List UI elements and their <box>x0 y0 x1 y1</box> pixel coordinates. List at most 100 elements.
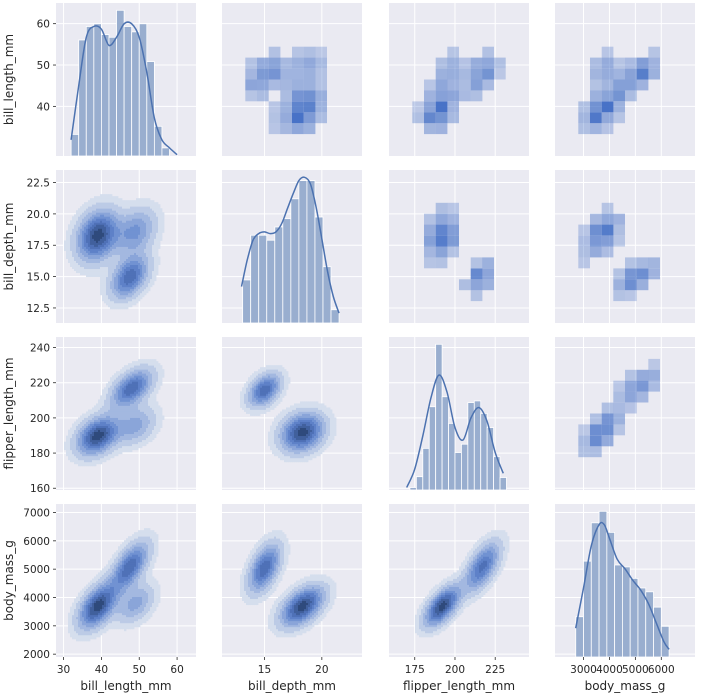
kde-density-cell <box>266 379 269 382</box>
kde-density-cell <box>126 234 129 237</box>
kde-density-cell <box>256 403 259 406</box>
kde-density-cell <box>88 443 91 447</box>
kde-density-cell <box>104 256 107 259</box>
kde-density-cell <box>126 250 129 253</box>
kde-density-cell <box>76 427 79 430</box>
kde-density-cell <box>136 379 139 382</box>
kde-density-cell <box>286 425 289 428</box>
kde-density-cell <box>74 455 77 459</box>
kde-density-cell <box>132 266 135 270</box>
kde-density-cell <box>86 244 89 247</box>
kde-density-cell <box>110 242 113 245</box>
kde-density-cell <box>134 224 137 227</box>
kde-density-cell <box>112 399 115 402</box>
kde-density-cell <box>148 387 151 390</box>
kde-density-cell <box>80 206 83 209</box>
kde-density-cell <box>136 399 139 402</box>
kde-density-cell <box>128 423 131 426</box>
kde-density-cell <box>104 387 107 390</box>
kde-density-cell <box>290 459 293 463</box>
kde-density-cell <box>296 425 299 428</box>
hist2d-cell <box>470 268 483 280</box>
kde-density-cell <box>110 230 113 233</box>
kde-density-cell <box>110 431 113 435</box>
y-tick-label: 15.0 <box>27 272 50 284</box>
kde-density-cell <box>78 431 81 435</box>
kde-density-cell <box>272 439 275 443</box>
kde-density-cell <box>146 200 149 203</box>
kde-density-cell <box>292 453 295 457</box>
kde-density-cell <box>76 258 79 261</box>
kde-density-cell <box>112 208 115 211</box>
hist2d-cell <box>482 68 494 80</box>
kde-density-cell <box>98 443 101 447</box>
kde-density-cell <box>278 395 281 398</box>
kde-density-cell <box>104 254 107 257</box>
kde-density-cell <box>106 302 109 306</box>
kde-density-cell <box>68 240 71 243</box>
kde-density-cell <box>102 214 105 217</box>
kde-density-cell <box>88 423 91 426</box>
kde-density-cell <box>154 419 157 422</box>
kde-density-cell <box>98 200 101 203</box>
kde-density-cell <box>158 429 161 433</box>
kde-density-cell <box>132 425 135 428</box>
kde-density-cell <box>138 248 141 251</box>
kde-density-cell <box>114 294 117 298</box>
kde-density-cell <box>130 272 133 276</box>
kde-density-cell <box>138 246 141 249</box>
kde-density-cell <box>120 230 123 233</box>
kde-density-cell <box>72 244 75 247</box>
kde-density-cell <box>280 369 283 372</box>
kde-density-cell <box>280 399 283 402</box>
kde-density-cell <box>142 252 145 255</box>
kde-density-cell <box>64 447 67 451</box>
kde-density-cell <box>88 417 91 420</box>
kde-density-cell <box>152 395 155 398</box>
kde-density-cell <box>298 433 301 437</box>
kde-density-cell <box>134 244 137 247</box>
kde-density-cell <box>128 274 131 278</box>
kde-density-cell <box>84 206 87 209</box>
kde-density-cell <box>90 232 93 235</box>
kde-density-cell <box>130 304 133 308</box>
kde-density-cell <box>262 407 265 410</box>
kde-density-cell <box>100 397 103 400</box>
kde-density-cell <box>70 427 73 430</box>
kde-density-cell <box>304 407 307 410</box>
kde-density-cell <box>296 447 299 451</box>
kde-density-cell <box>108 246 111 249</box>
kde-density-cell <box>126 260 129 263</box>
kde-density-cell <box>270 399 273 402</box>
kde-density-cell <box>100 256 103 259</box>
kde-density-cell <box>122 431 125 435</box>
kde-density-cell <box>258 387 261 390</box>
kde-density-cell <box>82 204 85 207</box>
kde-density-cell <box>136 272 139 276</box>
kde-density-cell <box>138 375 141 378</box>
kde-density-cell <box>302 455 305 459</box>
kde-density-cell <box>148 284 151 288</box>
kde-density-cell <box>126 379 129 382</box>
kde-density-cell <box>150 391 153 394</box>
kde-density-cell <box>124 387 127 390</box>
kde-density-cell <box>126 296 129 300</box>
kde-density-cell <box>88 455 91 459</box>
kde-density-cell <box>66 250 69 253</box>
kde-density-cell <box>152 266 155 270</box>
kde-density-cell <box>130 300 133 304</box>
kde-density-cell <box>116 447 119 451</box>
kde-density-cell <box>88 222 91 225</box>
kde-density-cell <box>114 427 117 430</box>
kde-density-cell <box>156 429 159 433</box>
kde-density-cell <box>102 455 105 459</box>
kde-density-cell <box>130 210 133 213</box>
kde-density-cell <box>254 387 257 390</box>
kde-density-cell <box>296 453 299 457</box>
kde-density-cell <box>266 375 269 378</box>
kde-density-cell <box>290 413 293 416</box>
kde-density-cell <box>82 266 85 270</box>
kde-density-cell <box>126 274 129 278</box>
kde-density-cell <box>120 419 123 422</box>
hist2d-cell <box>447 112 459 124</box>
